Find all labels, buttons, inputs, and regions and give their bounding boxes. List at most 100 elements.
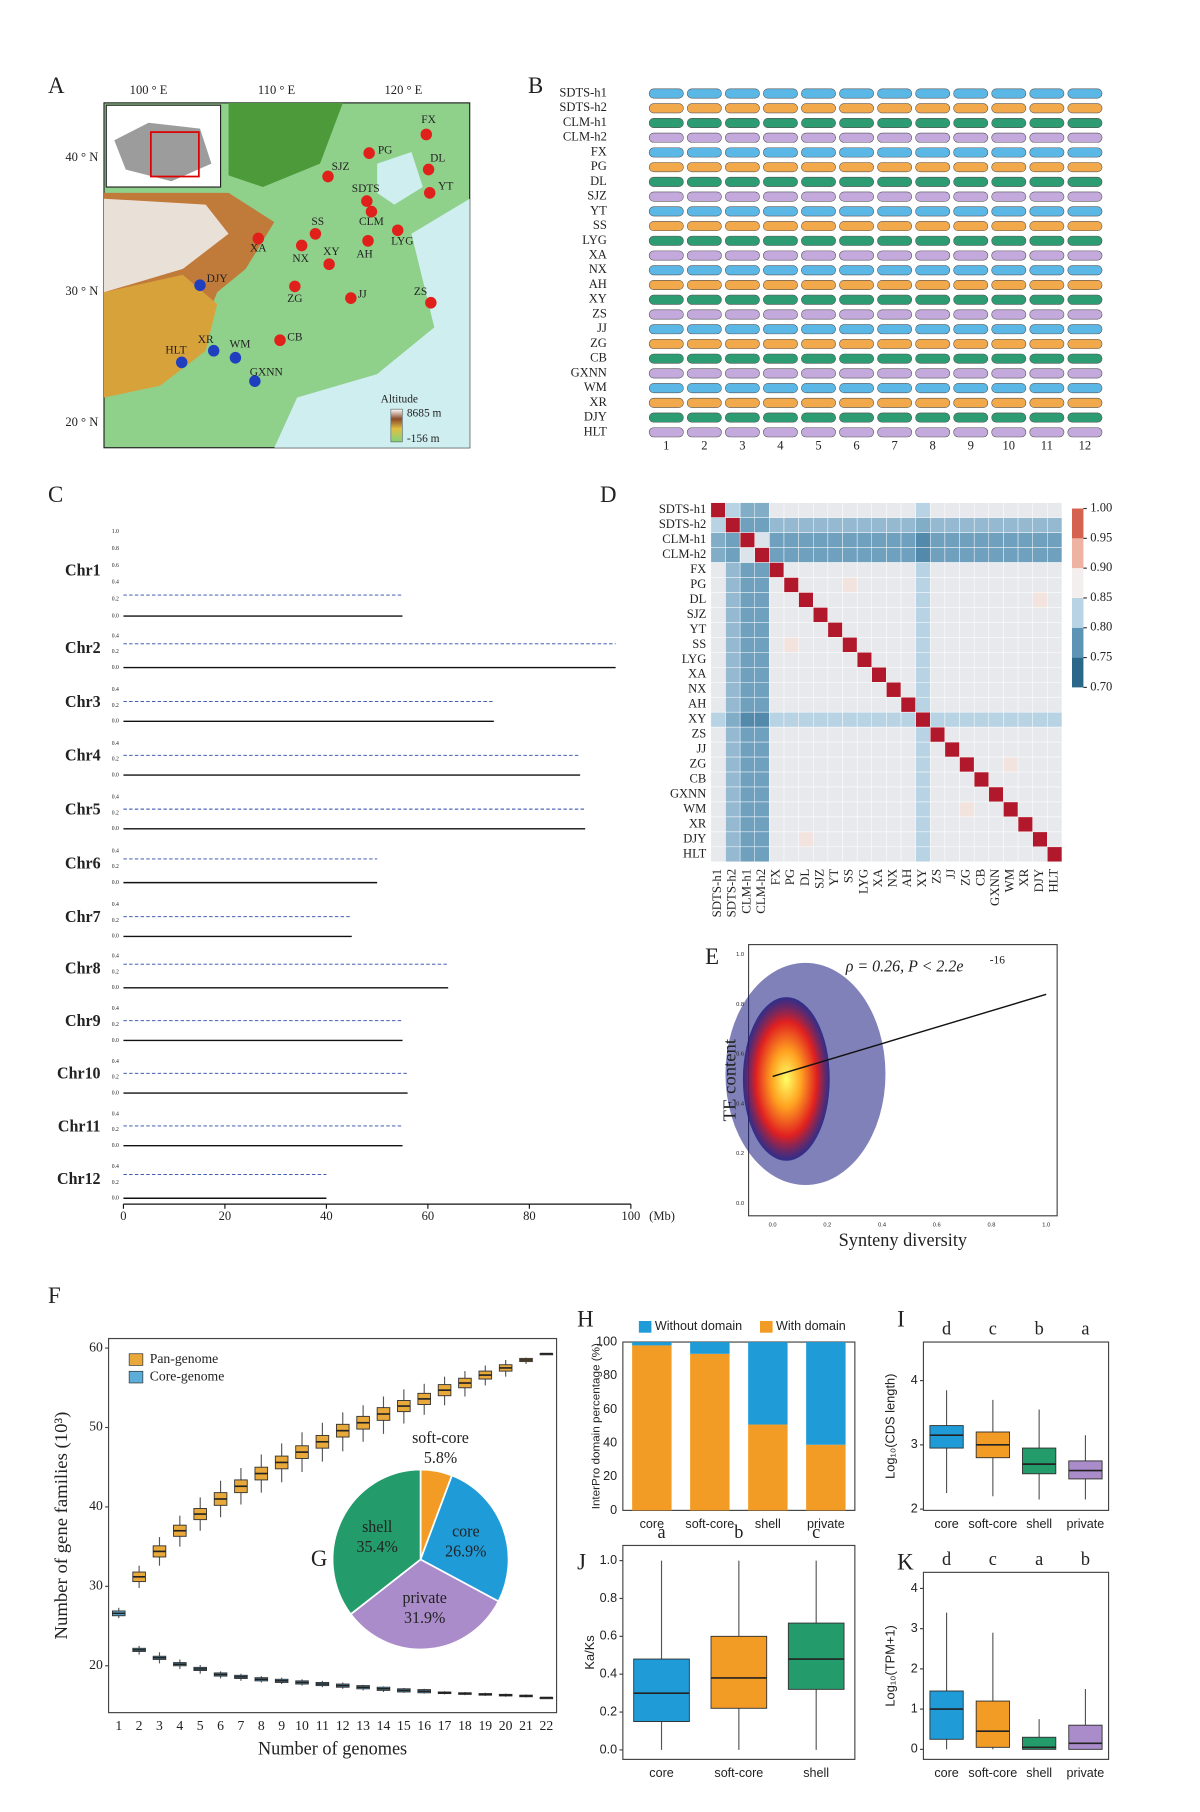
significance-letter: a bbox=[1081, 1318, 1089, 1338]
chromosome-pill bbox=[763, 280, 798, 290]
heatmap-cell bbox=[930, 562, 946, 578]
site-label: WM bbox=[230, 337, 251, 350]
heatmap-cell bbox=[856, 756, 873, 773]
heatmap-cell bbox=[1047, 562, 1063, 578]
heatmap-cell bbox=[1032, 622, 1048, 638]
chromosome-pill bbox=[877, 338, 913, 349]
heatmap-cell bbox=[710, 502, 726, 518]
chromosome-pill bbox=[724, 397, 760, 408]
x-tick-label: 6 bbox=[217, 1719, 224, 1734]
sample-label: LYG bbox=[582, 233, 607, 247]
chromosome-pill bbox=[839, 88, 874, 99]
heatmap-cell bbox=[1047, 577, 1063, 593]
column-label: 2 bbox=[701, 438, 707, 452]
heatmap-cell bbox=[856, 652, 873, 668]
heatmap-cell bbox=[959, 502, 975, 518]
heatmap-cell bbox=[739, 711, 755, 728]
heatmap-cell bbox=[973, 756, 990, 773]
site-label: XY bbox=[323, 245, 340, 258]
heatmap-cell bbox=[973, 846, 990, 863]
chromosome-pill bbox=[953, 250, 989, 261]
chromosome-pill bbox=[915, 221, 951, 232]
heatmap-cell bbox=[900, 637, 916, 653]
heatmap-cell bbox=[1003, 816, 1019, 833]
chromosome-pill bbox=[801, 250, 836, 261]
chromosome-label: Chr1 bbox=[65, 562, 101, 579]
chromosome-pill bbox=[686, 324, 722, 335]
heatmap-cell bbox=[856, 816, 873, 833]
heatmap-cell bbox=[973, 502, 990, 518]
heatmap-cell bbox=[856, 711, 873, 728]
heatmap-cell bbox=[900, 741, 916, 758]
heatmap-cell bbox=[959, 577, 975, 593]
col-label: YT bbox=[827, 869, 841, 886]
track-tick-label: 0.0 bbox=[112, 985, 119, 991]
chromosome-pill bbox=[724, 88, 760, 99]
heatmap-cell bbox=[871, 711, 887, 728]
heatmap-cell bbox=[944, 756, 960, 773]
heatmap-cell bbox=[1047, 831, 1063, 848]
heatmap-cell bbox=[769, 652, 785, 668]
track-tick-label: 0.2 bbox=[112, 1127, 119, 1133]
heatmap-cell bbox=[1047, 637, 1063, 653]
chromosome-pill bbox=[953, 221, 989, 232]
heatmap-cell bbox=[739, 577, 755, 593]
col-label: WM bbox=[1003, 869, 1017, 893]
chromosome-pill bbox=[686, 132, 722, 143]
heatmap-cell bbox=[754, 771, 770, 788]
chromosome-pill bbox=[1029, 132, 1065, 143]
chromosome-pill bbox=[953, 397, 989, 408]
heatmap-cell bbox=[871, 592, 887, 608]
heatmap-cell bbox=[783, 846, 799, 863]
col-label: DJY bbox=[1032, 869, 1046, 893]
plot-frame bbox=[622, 1341, 856, 1511]
heatmap-cell bbox=[798, 562, 814, 578]
heatmap-cell bbox=[813, 726, 829, 743]
chromosome-label: Chr8 bbox=[65, 960, 101, 977]
heatmap-cell bbox=[871, 741, 887, 758]
panel-label: J bbox=[577, 1549, 586, 1575]
heatmap-cell bbox=[1003, 741, 1019, 758]
sample-label: GXNN bbox=[571, 365, 607, 379]
site-dot bbox=[176, 356, 188, 369]
heatmap-cell bbox=[973, 667, 990, 683]
heatmap-cell bbox=[813, 652, 829, 668]
heatmap-cell bbox=[944, 562, 960, 578]
chromosome-pill bbox=[991, 221, 1027, 232]
heatmap-cell bbox=[827, 592, 843, 608]
heatmap-cell bbox=[739, 786, 755, 803]
heatmap-cell bbox=[871, 756, 887, 773]
heatmap-cell bbox=[842, 547, 858, 563]
heatmap-cell bbox=[856, 831, 873, 848]
chromosome-pill bbox=[877, 368, 913, 379]
heatmap-cell bbox=[827, 682, 843, 698]
track-tick-label: 0.0 bbox=[112, 880, 119, 886]
heatmap-cell bbox=[900, 607, 916, 623]
heatmap-cell bbox=[813, 786, 829, 803]
heatmap-cell bbox=[944, 637, 960, 653]
heatmap-cell bbox=[856, 577, 873, 593]
panel-label: B bbox=[528, 73, 543, 99]
x-tick-label: 0.2 bbox=[823, 1223, 831, 1229]
heatmap-cell bbox=[959, 562, 975, 578]
heatmap-cell bbox=[930, 607, 946, 623]
chromosome-pill bbox=[915, 103, 951, 114]
y-tick-label: 0.8 bbox=[600, 1590, 617, 1605]
heatmap-cell bbox=[973, 622, 990, 638]
x-tick-label: 0.6 bbox=[933, 1223, 941, 1229]
track-tick-label: 0.0 bbox=[112, 826, 119, 832]
heatmap-cell bbox=[725, 592, 741, 608]
heatmap-cell bbox=[769, 801, 785, 818]
heatmap-cell bbox=[1003, 622, 1019, 638]
heatmap-cell bbox=[710, 756, 726, 773]
heatmap-cell bbox=[915, 756, 931, 773]
heatmap-cell bbox=[1017, 711, 1033, 728]
heatmap-cell bbox=[944, 682, 960, 698]
track-tick-label: 0.2 bbox=[112, 1180, 119, 1186]
heatmap-cell bbox=[871, 726, 887, 743]
heatmap-cell bbox=[1032, 502, 1048, 518]
sample-label: XY bbox=[589, 292, 607, 306]
heatmap-cell bbox=[813, 502, 829, 518]
heatmap-cell bbox=[842, 592, 858, 608]
chromosome-pill bbox=[1067, 383, 1103, 394]
